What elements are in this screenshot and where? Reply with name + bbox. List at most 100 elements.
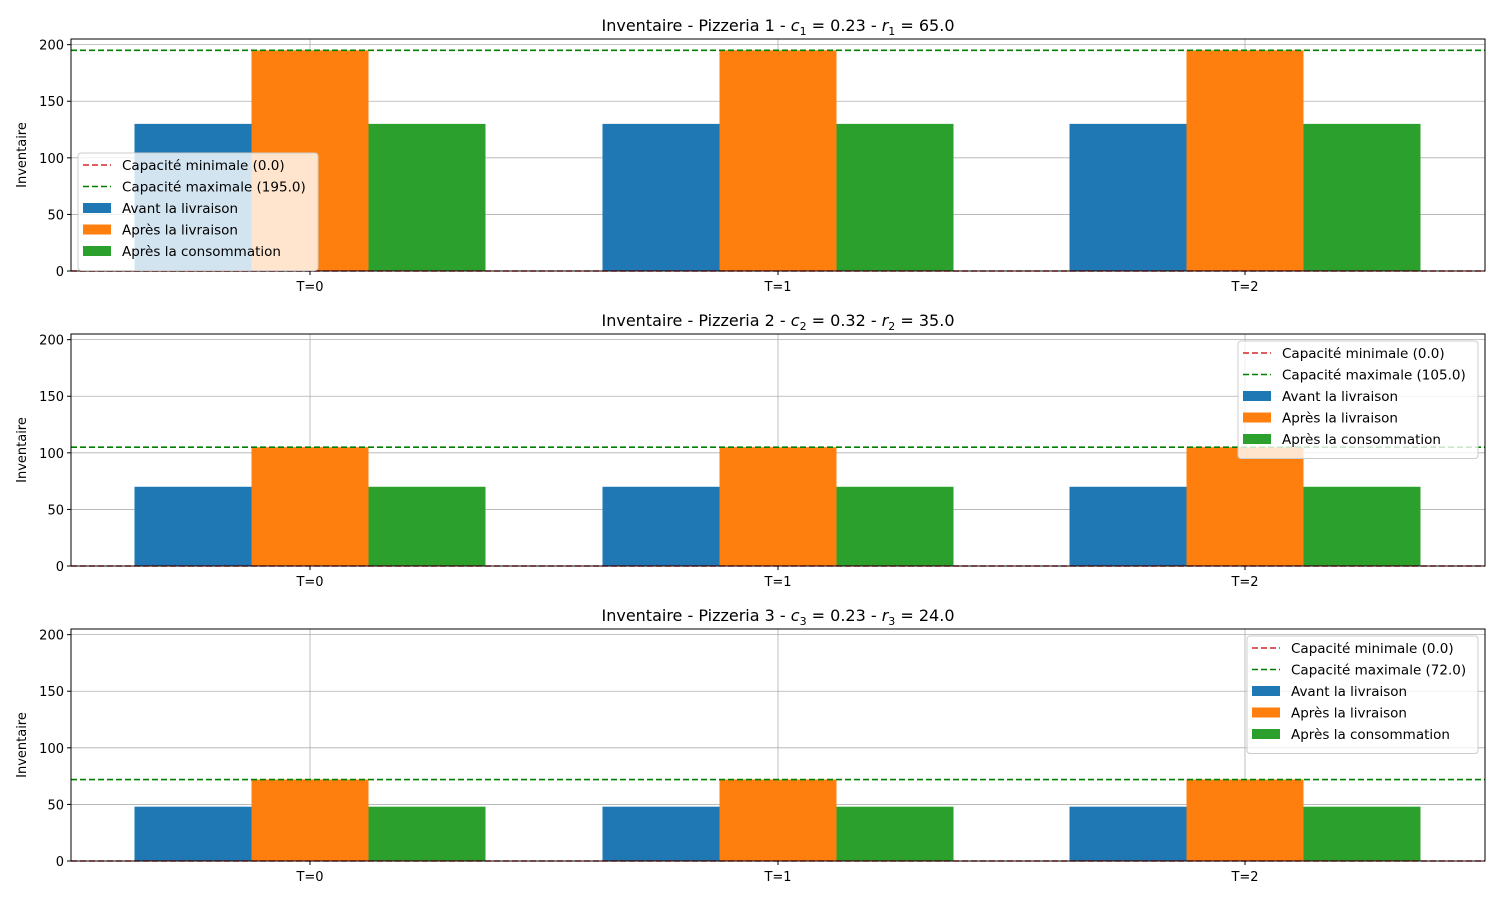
- bar-avant-la-livraison-t0: [134, 486, 252, 566]
- title-c-sym: c: [791, 311, 800, 330]
- title-prefix: Inventaire - Pizzeria 2 -: [601, 311, 790, 330]
- legend-apr-s-la-livraison-label: Après la livraison: [122, 223, 238, 239]
- bar-apr-s-la-consommation-t2: [1303, 486, 1421, 566]
- chart-title: Inventaire - Pizzeria 3 - c3 = 0.23 - r3…: [601, 606, 954, 628]
- bar-avant-la-livraison-t1: [602, 486, 720, 566]
- legend-apr-s-la-livraison-swatch: [1252, 707, 1280, 718]
- title-c-val: = 0.23: [807, 16, 866, 35]
- x-tick-label: T=0: [295, 280, 323, 295]
- x-tick-label: T=0: [295, 870, 323, 885]
- legend-avant-la-livraison-swatch: [1252, 686, 1280, 696]
- chart-panel-2: Inventaire - Pizzeria 2 - c2 = 0.32 - r2…: [15, 311, 1486, 590]
- legend-apr-s-la-consommation-swatch: [83, 246, 111, 256]
- x-tick-label: T=2: [1230, 870, 1258, 885]
- legend-avant-la-livraison-label: Avant la livraison: [1282, 389, 1398, 405]
- y-tick-label: 200: [39, 39, 64, 54]
- bar-avant-la-livraison-t0: [134, 806, 252, 861]
- chart-panel-3: Inventaire - Pizzeria 3 - c3 = 0.23 - r3…: [15, 606, 1486, 885]
- title-r-sym: r: [882, 311, 890, 330]
- x-tick-label: T=1: [763, 870, 791, 885]
- title-sub: 1: [888, 25, 895, 38]
- x-tick-label: T=2: [1230, 280, 1258, 295]
- y-tick-label: 50: [47, 503, 64, 518]
- y-axis-label: Inventaire: [15, 417, 30, 483]
- legend-apr-s-la-consommation-swatch: [1252, 729, 1280, 739]
- bar-apr-s-la-livraison-t0: [251, 779, 369, 861]
- y-tick-label: 50: [47, 208, 64, 223]
- title-prefix: Inventaire - Pizzeria 1 -: [601, 16, 790, 35]
- legend-box: [77, 152, 319, 271]
- bar-apr-s-la-livraison-t1: [719, 779, 837, 861]
- bar-apr-s-la-livraison-t2: [1186, 50, 1304, 271]
- y-tick-label: 100: [39, 742, 64, 757]
- legend-avant-la-livraison-swatch: [1243, 391, 1271, 401]
- y-tick-label: 200: [39, 629, 64, 644]
- legend: Capacité minimale (0.0) Capacité maximale…: [77, 152, 319, 271]
- legend-apr-s-la-consommation-label: Après la consommation: [1282, 432, 1441, 448]
- legend-capacity-max-label: Capacité maximale (72.0): [1291, 663, 1466, 679]
- title-sub: 3: [888, 615, 895, 628]
- title-sep: -: [866, 606, 882, 625]
- bar-apr-s-la-livraison-t0: [251, 447, 369, 566]
- y-tick-label: 0: [56, 265, 64, 280]
- legend-apr-s-la-consommation-swatch: [1243, 434, 1271, 444]
- bar-apr-s-la-consommation-t2: [1303, 806, 1421, 861]
- bar-avant-la-livraison-t2: [1069, 123, 1187, 271]
- legend-capacity-min-label: Capacité minimale (0.0): [1282, 346, 1445, 362]
- bar-apr-s-la-livraison-t1: [719, 50, 837, 271]
- title-c-val: = 0.23: [807, 606, 866, 625]
- title-c-val: = 0.32: [807, 311, 866, 330]
- legend-box: [1237, 340, 1479, 459]
- title-sep: -: [866, 16, 882, 35]
- legend-apr-s-la-livraison-label: Après la livraison: [1282, 411, 1398, 427]
- legend-apr-s-la-consommation-label: Après la consommation: [122, 244, 281, 260]
- legend-apr-s-la-livraison-swatch: [1243, 412, 1271, 423]
- y-axis-label: Inventaire: [15, 712, 30, 778]
- bar-apr-s-la-consommation-t1: [836, 123, 954, 271]
- y-tick-label: 0: [56, 855, 64, 870]
- x-tick-label: T=2: [1230, 575, 1258, 590]
- bar-apr-s-la-consommation-t0: [368, 806, 486, 861]
- y-axis-label: Inventaire: [15, 122, 30, 188]
- title-r-sym: r: [882, 16, 890, 35]
- bar-avant-la-livraison-t1: [602, 123, 720, 271]
- y-tick-label: 0: [56, 560, 64, 575]
- title-r-sym: r: [882, 606, 890, 625]
- bar-avant-la-livraison-t2: [1069, 806, 1187, 861]
- legend-avant-la-livraison-label: Avant la livraison: [122, 201, 238, 217]
- legend-apr-s-la-consommation-label: Après la consommation: [1291, 727, 1450, 743]
- legend-apr-s-la-livraison-label: Après la livraison: [1291, 706, 1407, 722]
- chart-title: Inventaire - Pizzeria 1 - c1 = 0.23 - r1…: [601, 16, 954, 38]
- bar-apr-s-la-consommation-t0: [368, 486, 486, 566]
- title-c-sym: c: [791, 16, 800, 35]
- title-sub: 2: [888, 320, 895, 333]
- x-tick-label: T=1: [763, 280, 791, 295]
- title-r-val: = 24.0: [895, 606, 954, 625]
- bar-avant-la-livraison-t2: [1069, 486, 1187, 566]
- y-tick-label: 150: [39, 95, 64, 110]
- y-tick-label: 100: [39, 447, 64, 462]
- title-r-val: = 65.0: [895, 16, 954, 35]
- y-tick-label: 150: [39, 685, 64, 700]
- bar-apr-s-la-consommation-t1: [836, 486, 954, 566]
- legend-box: [1246, 635, 1479, 754]
- legend: Capacité minimale (0.0) Capacité maximale…: [1246, 635, 1479, 754]
- bar-apr-s-la-livraison-t2: [1186, 447, 1304, 566]
- title-sub: 2: [800, 320, 807, 333]
- bar-apr-s-la-consommation-t0: [368, 123, 486, 271]
- title-sep: -: [866, 311, 882, 330]
- legend-capacity-min-label: Capacité minimale (0.0): [1291, 641, 1454, 657]
- y-tick-label: 100: [39, 152, 64, 167]
- title-c-sym: c: [791, 606, 800, 625]
- y-tick-label: 50: [47, 798, 64, 813]
- title-r-val: = 35.0: [895, 311, 954, 330]
- chart-panel-1: Inventaire - Pizzeria 1 - c 1 = 0.23 - r 1…: [15, 16, 1486, 295]
- title-sub: 3: [800, 615, 807, 628]
- bar-apr-s-la-livraison-t2: [1186, 779, 1304, 861]
- legend-capacity-max-label: Capacité maximale (105.0): [1282, 368, 1466, 384]
- bar-apr-s-la-livraison-t1: [719, 447, 837, 566]
- title-prefix: Inventaire - Pizzeria 3 -: [601, 606, 790, 625]
- legend-avant-la-livraison-swatch: [83, 203, 111, 213]
- bar-apr-s-la-consommation-t1: [836, 806, 954, 861]
